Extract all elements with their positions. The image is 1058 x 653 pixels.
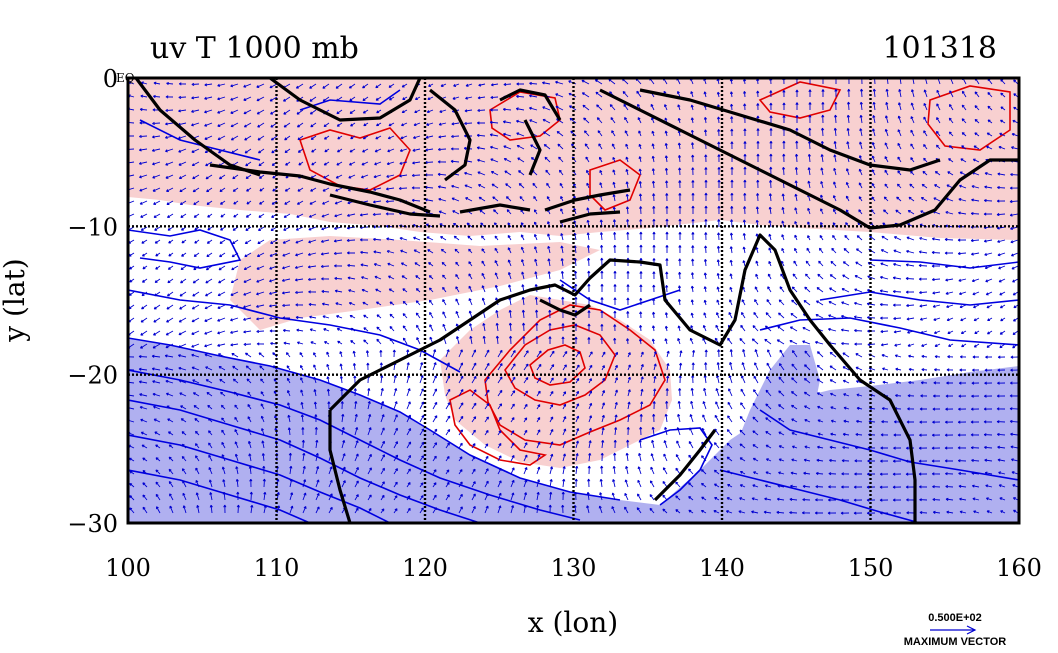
cool-contour-line xyxy=(819,291,1019,306)
reference-vector-caption: MAXIMUM VECTOR xyxy=(904,636,1007,648)
chart-id-label: 101318 xyxy=(882,31,997,66)
cool-contour-line xyxy=(128,289,461,373)
warm-contour-line xyxy=(449,389,548,466)
reference-vector-legend: 0.500E+02 MAXIMUM VECTOR xyxy=(904,612,1007,648)
warm-contour-line xyxy=(489,91,561,141)
cool-contour-line xyxy=(759,317,1019,346)
x-tick-label: 150 xyxy=(848,554,894,582)
coastline-timor xyxy=(559,210,621,224)
x-axis-label: x (lon) xyxy=(528,606,618,639)
coastline-new-guinea xyxy=(599,88,1019,230)
x-tick-label: 110 xyxy=(254,554,300,582)
coastline-borneo xyxy=(269,78,422,122)
coastline-australia-west xyxy=(328,410,352,523)
y-axis-ticks: 0 −10 −20 −30 xyxy=(67,65,118,538)
x-tick-label: 140 xyxy=(699,554,745,582)
cool-region-fill xyxy=(128,338,1019,523)
cool-contour-line xyxy=(719,469,921,523)
x-axis-ticks: 100 110 120 130 140 150 160 xyxy=(105,554,1042,582)
cool-contour-line xyxy=(869,259,1019,269)
warm-contour-line xyxy=(927,85,1011,151)
coastline-australia xyxy=(328,233,917,523)
coastline-sulawesi xyxy=(499,88,562,176)
x-tick-label: 120 xyxy=(402,554,448,582)
warm-contour-line xyxy=(589,159,641,211)
warm-contour-line xyxy=(504,324,616,406)
coastline-borneo-east xyxy=(429,88,472,182)
coastline-new-guinea-north xyxy=(639,88,941,172)
coastline-java xyxy=(209,163,431,214)
cool-contour-line xyxy=(128,399,481,523)
corner-label: EQ xyxy=(116,71,135,85)
reference-vector-value: 0.500E+02 xyxy=(928,612,982,624)
plot-frame xyxy=(126,76,1021,525)
coastline-cape-york-islands xyxy=(539,298,591,317)
coastline-nusa-tenggara xyxy=(459,188,631,214)
cool-contour-line xyxy=(559,279,681,311)
warm-contour-line xyxy=(758,81,842,119)
coastlines xyxy=(134,78,1019,523)
cool-region-fill-east xyxy=(738,345,820,470)
cool-contour-line xyxy=(128,229,242,269)
cool-contours xyxy=(128,89,1019,523)
coastline-australia-south xyxy=(653,429,717,502)
x-tick-label: 100 xyxy=(105,554,151,582)
grid-lines xyxy=(128,78,1019,523)
x-tick-label: 160 xyxy=(996,554,1042,582)
warm-contour-line xyxy=(529,344,586,386)
chart-title: uv T 1000 mb xyxy=(150,31,359,66)
cool-contour-line xyxy=(639,427,713,506)
y-tick-label: 0 xyxy=(103,65,118,93)
x-tick-label: 130 xyxy=(551,554,597,582)
cool-contour-line xyxy=(128,337,621,501)
cool-contour-line xyxy=(299,89,401,111)
y-tick-label: −10 xyxy=(67,213,118,241)
warm-region-fill-band xyxy=(230,236,600,330)
reference-vector-arrow xyxy=(930,625,977,635)
cool-contour-line xyxy=(128,369,581,521)
y-axis-label: y (lat) xyxy=(0,258,31,342)
cool-contour-line xyxy=(128,469,311,523)
cool-contour-line xyxy=(128,434,391,523)
y-tick-label: −20 xyxy=(67,362,118,390)
y-tick-label: −30 xyxy=(67,510,118,538)
